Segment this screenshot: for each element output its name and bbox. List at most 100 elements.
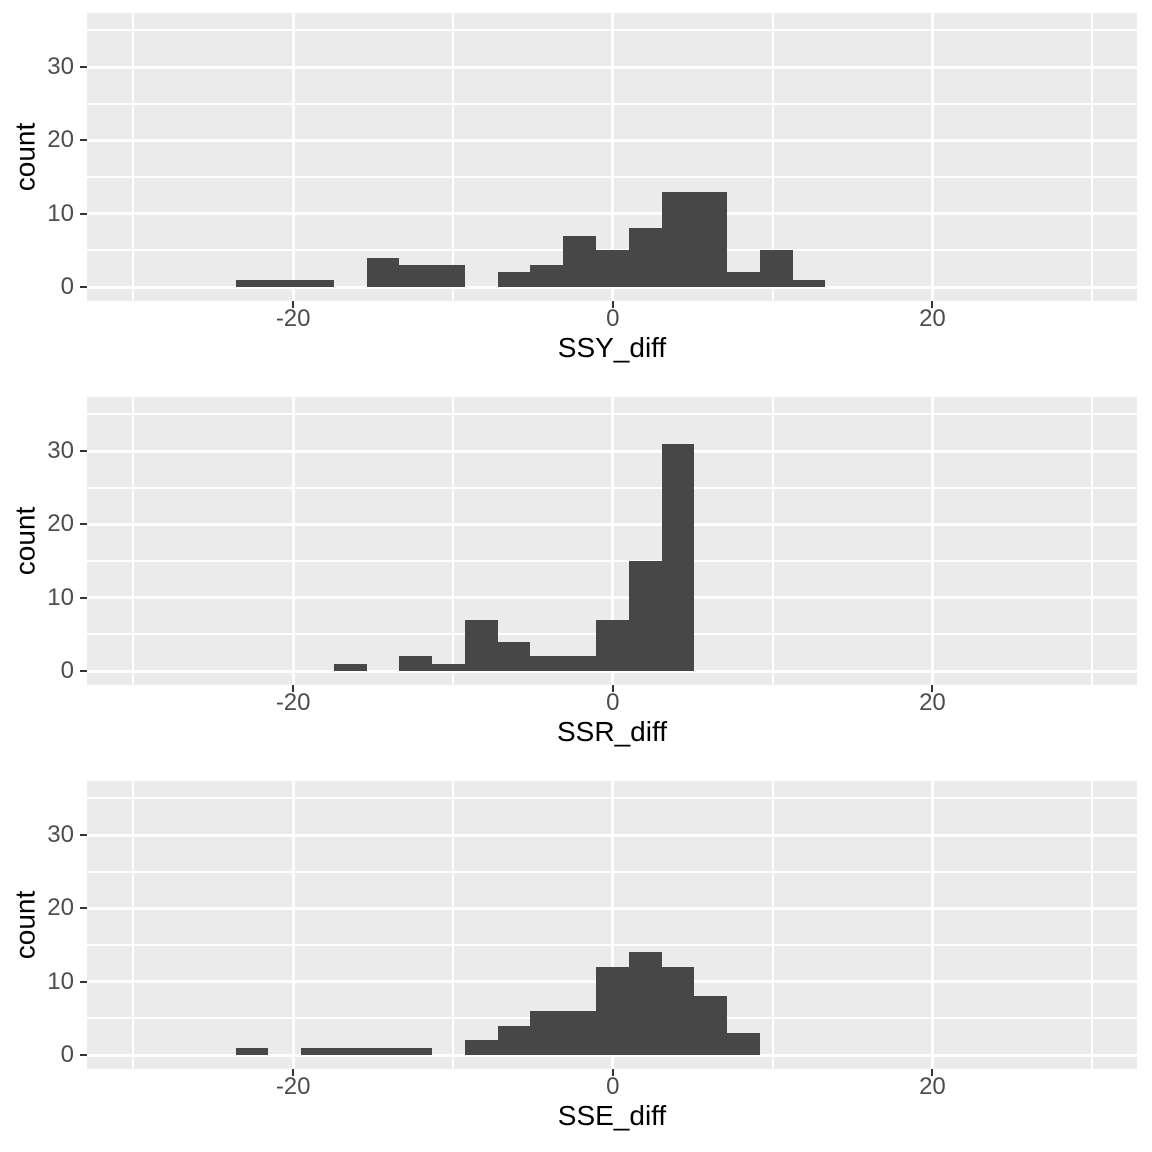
x-axis-title: SSE_diff (557, 1100, 667, 1131)
histogram-bar (366, 257, 400, 287)
x-axis-tick-mark (611, 301, 614, 308)
histogram-bar (333, 663, 367, 671)
gridline-minor-vertical (451, 781, 454, 1069)
gridline-minor-vertical (132, 781, 135, 1069)
histogram-bar (333, 1047, 367, 1055)
x-axis-tick-mark (611, 685, 614, 692)
x-axis-tick-mark (931, 685, 934, 692)
y-axis-tick-label: 20 (47, 126, 74, 154)
plot-panel (87, 781, 1137, 1069)
y-axis-tick-mark (80, 1054, 87, 1056)
gridline-major-vertical (930, 13, 934, 301)
histogram-bar (530, 656, 564, 671)
y-axis-tick-label: 0 (60, 1041, 74, 1068)
gridline-minor-vertical (771, 781, 774, 1069)
histogram-bar (727, 1033, 760, 1055)
x-axis-tick-mark (931, 1069, 934, 1076)
y-axis-tick-mark (80, 596, 87, 599)
gridline-minor-vertical (451, 397, 454, 685)
x-axis-tick-label: -20 (275, 1073, 311, 1100)
histogram-bar (596, 619, 629, 671)
histogram-sse-diff: count SSE_diff 0 10 20 30 -20 0 20 (0, 768, 1152, 1152)
histogram-bar (530, 1011, 564, 1055)
x-axis-tick-label: -20 (275, 305, 311, 332)
y-axis-tick-label: 20 (47, 894, 74, 922)
gridline-minor-vertical (771, 13, 774, 301)
gridline-major-vertical (611, 13, 615, 301)
histogram-bar (694, 996, 728, 1055)
histogram-bar (759, 250, 793, 287)
gridline-minor-vertical (132, 13, 135, 301)
y-axis-tick-mark (80, 212, 87, 215)
y-axis-tick-label: 0 (60, 657, 74, 684)
x-axis-tick-label: 20 (919, 305, 946, 332)
y-axis-tick-mark (80, 139, 87, 142)
histogram-bar (464, 619, 498, 671)
gridline-minor-vertical (132, 397, 135, 685)
x-axis-tick-label: 20 (919, 1073, 946, 1100)
gridline-minor-vertical (1091, 781, 1094, 1069)
x-axis-title: SSY_diff (557, 332, 667, 363)
x-axis-tick-label: 0 (606, 689, 620, 716)
histogram-bar (399, 265, 433, 287)
x-axis-tick-mark (931, 301, 934, 308)
x-axis-tick-mark (611, 1069, 614, 1076)
y-axis-tick-mark (80, 907, 87, 910)
histogram-bar (530, 265, 564, 287)
y-axis-tick-label: 30 (47, 53, 74, 81)
x-axis-tick-mark (292, 1069, 295, 1076)
histogram-bar (366, 1047, 400, 1055)
x-axis-tick-mark (292, 301, 295, 308)
y-axis-tick-label: 10 (47, 967, 74, 995)
x-axis-tick-label: -20 (275, 689, 311, 716)
histogram-bar (628, 561, 662, 671)
histogram-bar (497, 272, 531, 287)
x-axis-tick-mark (292, 685, 295, 692)
gridline-minor-vertical (451, 13, 454, 301)
histogram-bar (661, 191, 695, 287)
plot-panel (87, 397, 1137, 685)
histogram-bar (661, 443, 695, 671)
histogram-bar (727, 272, 760, 287)
histogram-bar (268, 279, 302, 287)
histogram-bar (792, 279, 826, 287)
histogram-ssy-diff: count SSY_diff 0 10 20 30 -20 0 20 (0, 0, 1152, 384)
x-axis-title: SSR_diff (557, 716, 667, 747)
y-axis-tick-mark (80, 980, 87, 983)
y-axis-tick-mark (80, 450, 87, 453)
y-axis-tick-label: 10 (47, 199, 74, 227)
gridline-minor-vertical (771, 397, 774, 685)
histogram-bar (628, 952, 662, 1055)
gridline-major-vertical (930, 781, 934, 1069)
gridline-major-vertical (291, 781, 295, 1069)
y-axis-tick-label: 20 (47, 510, 74, 538)
gridline-major-vertical (291, 13, 295, 301)
histogram-bar (628, 228, 662, 287)
gridline-minor-vertical (1091, 397, 1094, 685)
y-axis-tick-label: 30 (47, 437, 74, 465)
gridline-major-vertical (611, 397, 615, 685)
y-axis-tick-label: 30 (47, 821, 74, 849)
y-axis-tick-mark (80, 66, 87, 69)
histogram-bar (596, 967, 629, 1055)
histogram-bar (497, 1025, 531, 1055)
histogram-bar (464, 1040, 498, 1055)
x-axis-tick-label: 20 (919, 689, 946, 716)
x-axis-tick-label: 0 (606, 1073, 620, 1100)
histogram-bar (235, 1047, 269, 1055)
gridline-major-vertical (291, 397, 295, 685)
histogram-bar (432, 663, 465, 671)
gridline-major-vertical (611, 781, 615, 1069)
histogram-bar (497, 641, 531, 671)
histogram-bar (563, 235, 596, 287)
histogram-bar (563, 1011, 596, 1055)
gridline-minor-vertical (1091, 13, 1094, 301)
histogram-bar (235, 279, 269, 287)
histogram-bar (694, 191, 728, 287)
histogram-bar (399, 1047, 433, 1055)
x-axis-tick-label: 0 (606, 305, 620, 332)
y-axis-tick-mark (80, 670, 87, 672)
gridline-major-vertical (930, 397, 934, 685)
y-axis-tick-label: 0 (60, 273, 74, 300)
histogram-bar (399, 656, 433, 671)
